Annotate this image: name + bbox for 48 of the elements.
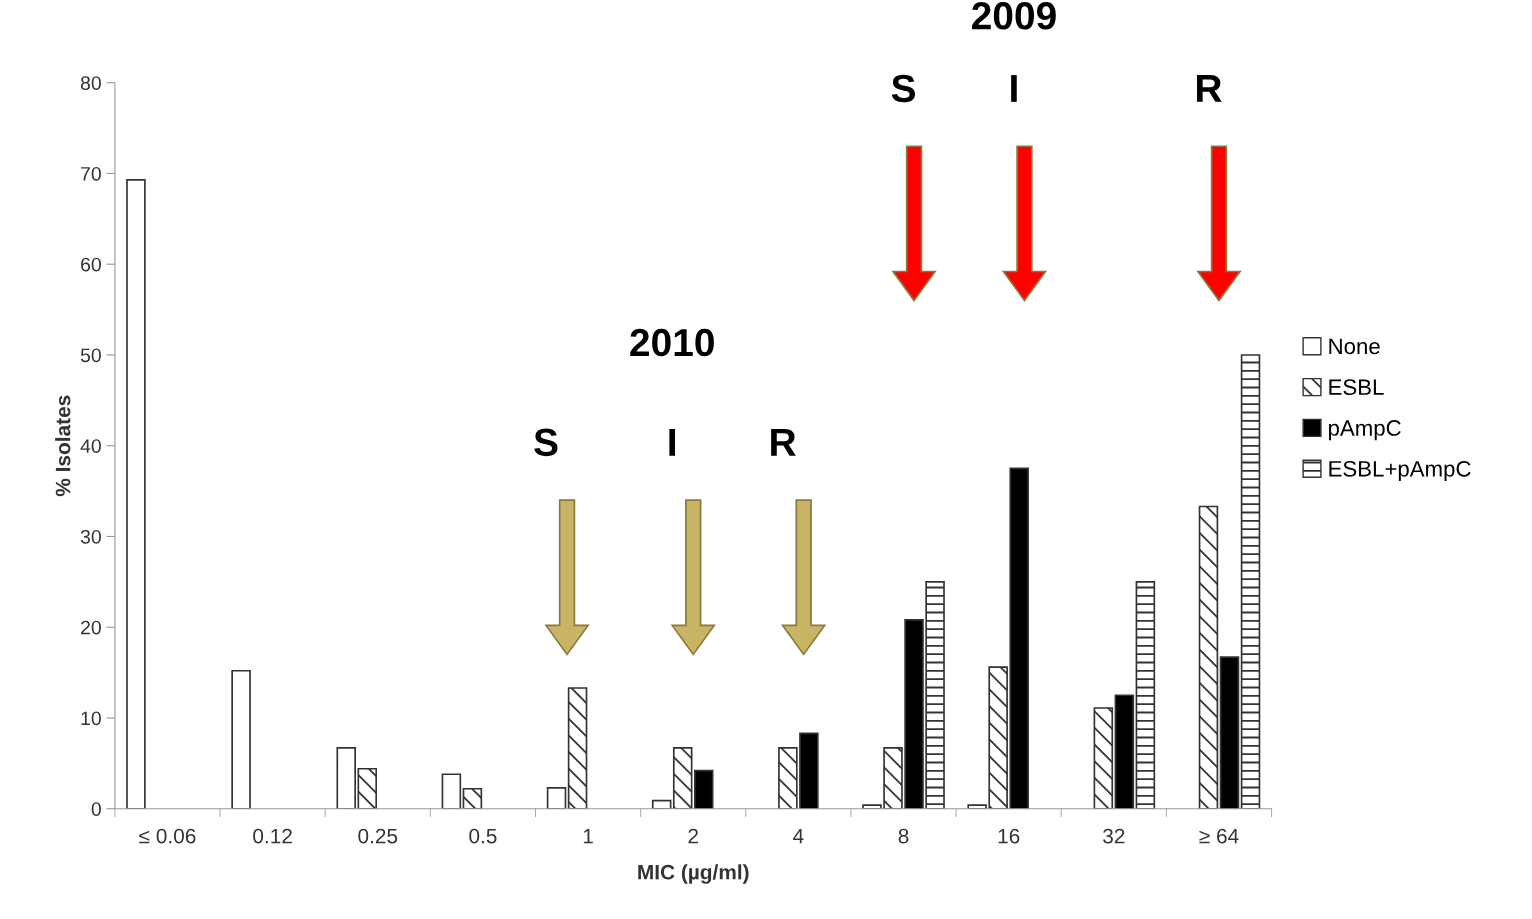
x-tick-label: 0.5 [469,828,497,844]
y-tick-label: 50 [80,348,101,363]
bar [1240,354,1261,809]
x-tick-label: 2 [688,828,698,844]
annotation: R [771,429,796,456]
x-axis-title: MIC (µg/ml) [638,864,749,884]
y-axis-title: % Isolates [55,395,71,497]
bar [693,769,714,809]
x-tick-label: 0.25 [358,828,398,844]
annotation: S [891,74,915,103]
annotation: I [1011,75,1017,102]
bar [1219,656,1240,809]
annotation: S [534,428,558,457]
y-tick-label: 40 [80,439,101,453]
bar [1093,707,1114,809]
bar [126,178,146,809]
bar [231,669,251,809]
x-tick-label: ≤ 0.06 [139,828,196,844]
x-tick-label: 1 [583,828,593,844]
y-tick-label: 0 [91,802,101,816]
text: 2009 [972,2,1056,30]
bar [546,787,567,809]
bar [462,787,483,809]
y-tick-label: 10 [81,711,101,726]
legend-label: pAmpC [1329,420,1401,441]
annotation: R [1197,75,1222,102]
y-tick-label: 20 [81,620,101,635]
x-tick-label: 32 [1103,828,1125,844]
bar [1135,581,1156,809]
y-tick-label: 60 [81,257,101,272]
legend-label: None [1329,338,1380,355]
legend-label: ESBL [1329,379,1384,396]
bar [1198,505,1219,809]
bar [441,773,462,809]
annotation: I [669,429,675,456]
bar [672,747,693,809]
x-tick-label: 16 [998,828,1020,844]
bar [1114,694,1135,809]
x-tick-label: 4 [793,828,804,844]
x-tick-label: 0.12 [253,828,292,844]
legend-label: ESBL+pAmpC [1329,460,1471,482]
x-tick-label: 8 [898,828,909,844]
y-tick-label: 30 [80,529,101,544]
y-tick-label: 80 [80,76,101,90]
annotation: 2010 [630,328,714,357]
bar [567,687,588,809]
x-tick-label: ≥ 64 [1199,828,1239,844]
y-tick-label: 70 [81,166,101,181]
